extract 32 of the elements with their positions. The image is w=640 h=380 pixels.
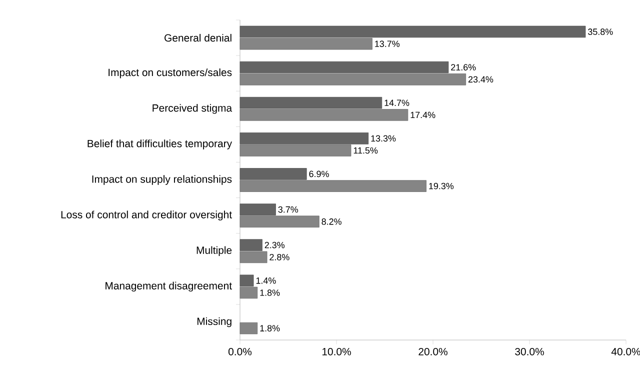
- y-tick-label: General denial: [164, 34, 232, 42]
- data-label: 13.7%: [375, 40, 400, 48]
- data-label: 2.3%: [264, 242, 285, 248]
- y-tick-label: Perceived stigma: [152, 104, 232, 114]
- data-label: 19.3%: [429, 182, 454, 190]
- y-tick-label: Management disagreement: [106, 282, 232, 292]
- data-label: 3.7%: [278, 206, 298, 213]
- data-label: 8.2%: [322, 218, 342, 225]
- y-tick-label: Impact on supply relationships: [92, 175, 232, 185]
- data-label: 17.4%: [410, 112, 436, 118]
- data-label: 35.8%: [588, 28, 613, 35]
- data-label: 11.5%: [354, 147, 378, 154]
- data-label: 14.7%: [384, 100, 410, 106]
- bar: [240, 322, 258, 334]
- y-tick-label: Missing: [197, 317, 232, 328]
- data-label: 1.8%: [260, 325, 280, 332]
- x-tick-label: 40.0%: [611, 348, 640, 356]
- data-label: 2.8%: [270, 254, 290, 260]
- data-label: 23.4%: [468, 76, 494, 83]
- data-label: 1.8%: [260, 290, 280, 296]
- y-tick-label: Multiple: [196, 246, 232, 256]
- y-tick-label: Loss of control and creditor oversight: [61, 210, 232, 220]
- x-tick-label: 20.0%: [418, 348, 448, 356]
- data-label: 21.6%: [451, 64, 476, 70]
- x-tick-label: 0.0%: [228, 348, 252, 356]
- data-label: 13.3%: [371, 135, 396, 142]
- data-label: 6.9%: [309, 170, 329, 178]
- y-tick-label: Impact on customers/sales: [108, 68, 232, 78]
- x-tick-label: 30.0%: [515, 348, 544, 356]
- data-label: 1.4%: [256, 277, 276, 284]
- x-tick-label: 10.0%: [322, 348, 351, 356]
- y-tick-label: Belief that difficulties temporary: [88, 140, 232, 150]
